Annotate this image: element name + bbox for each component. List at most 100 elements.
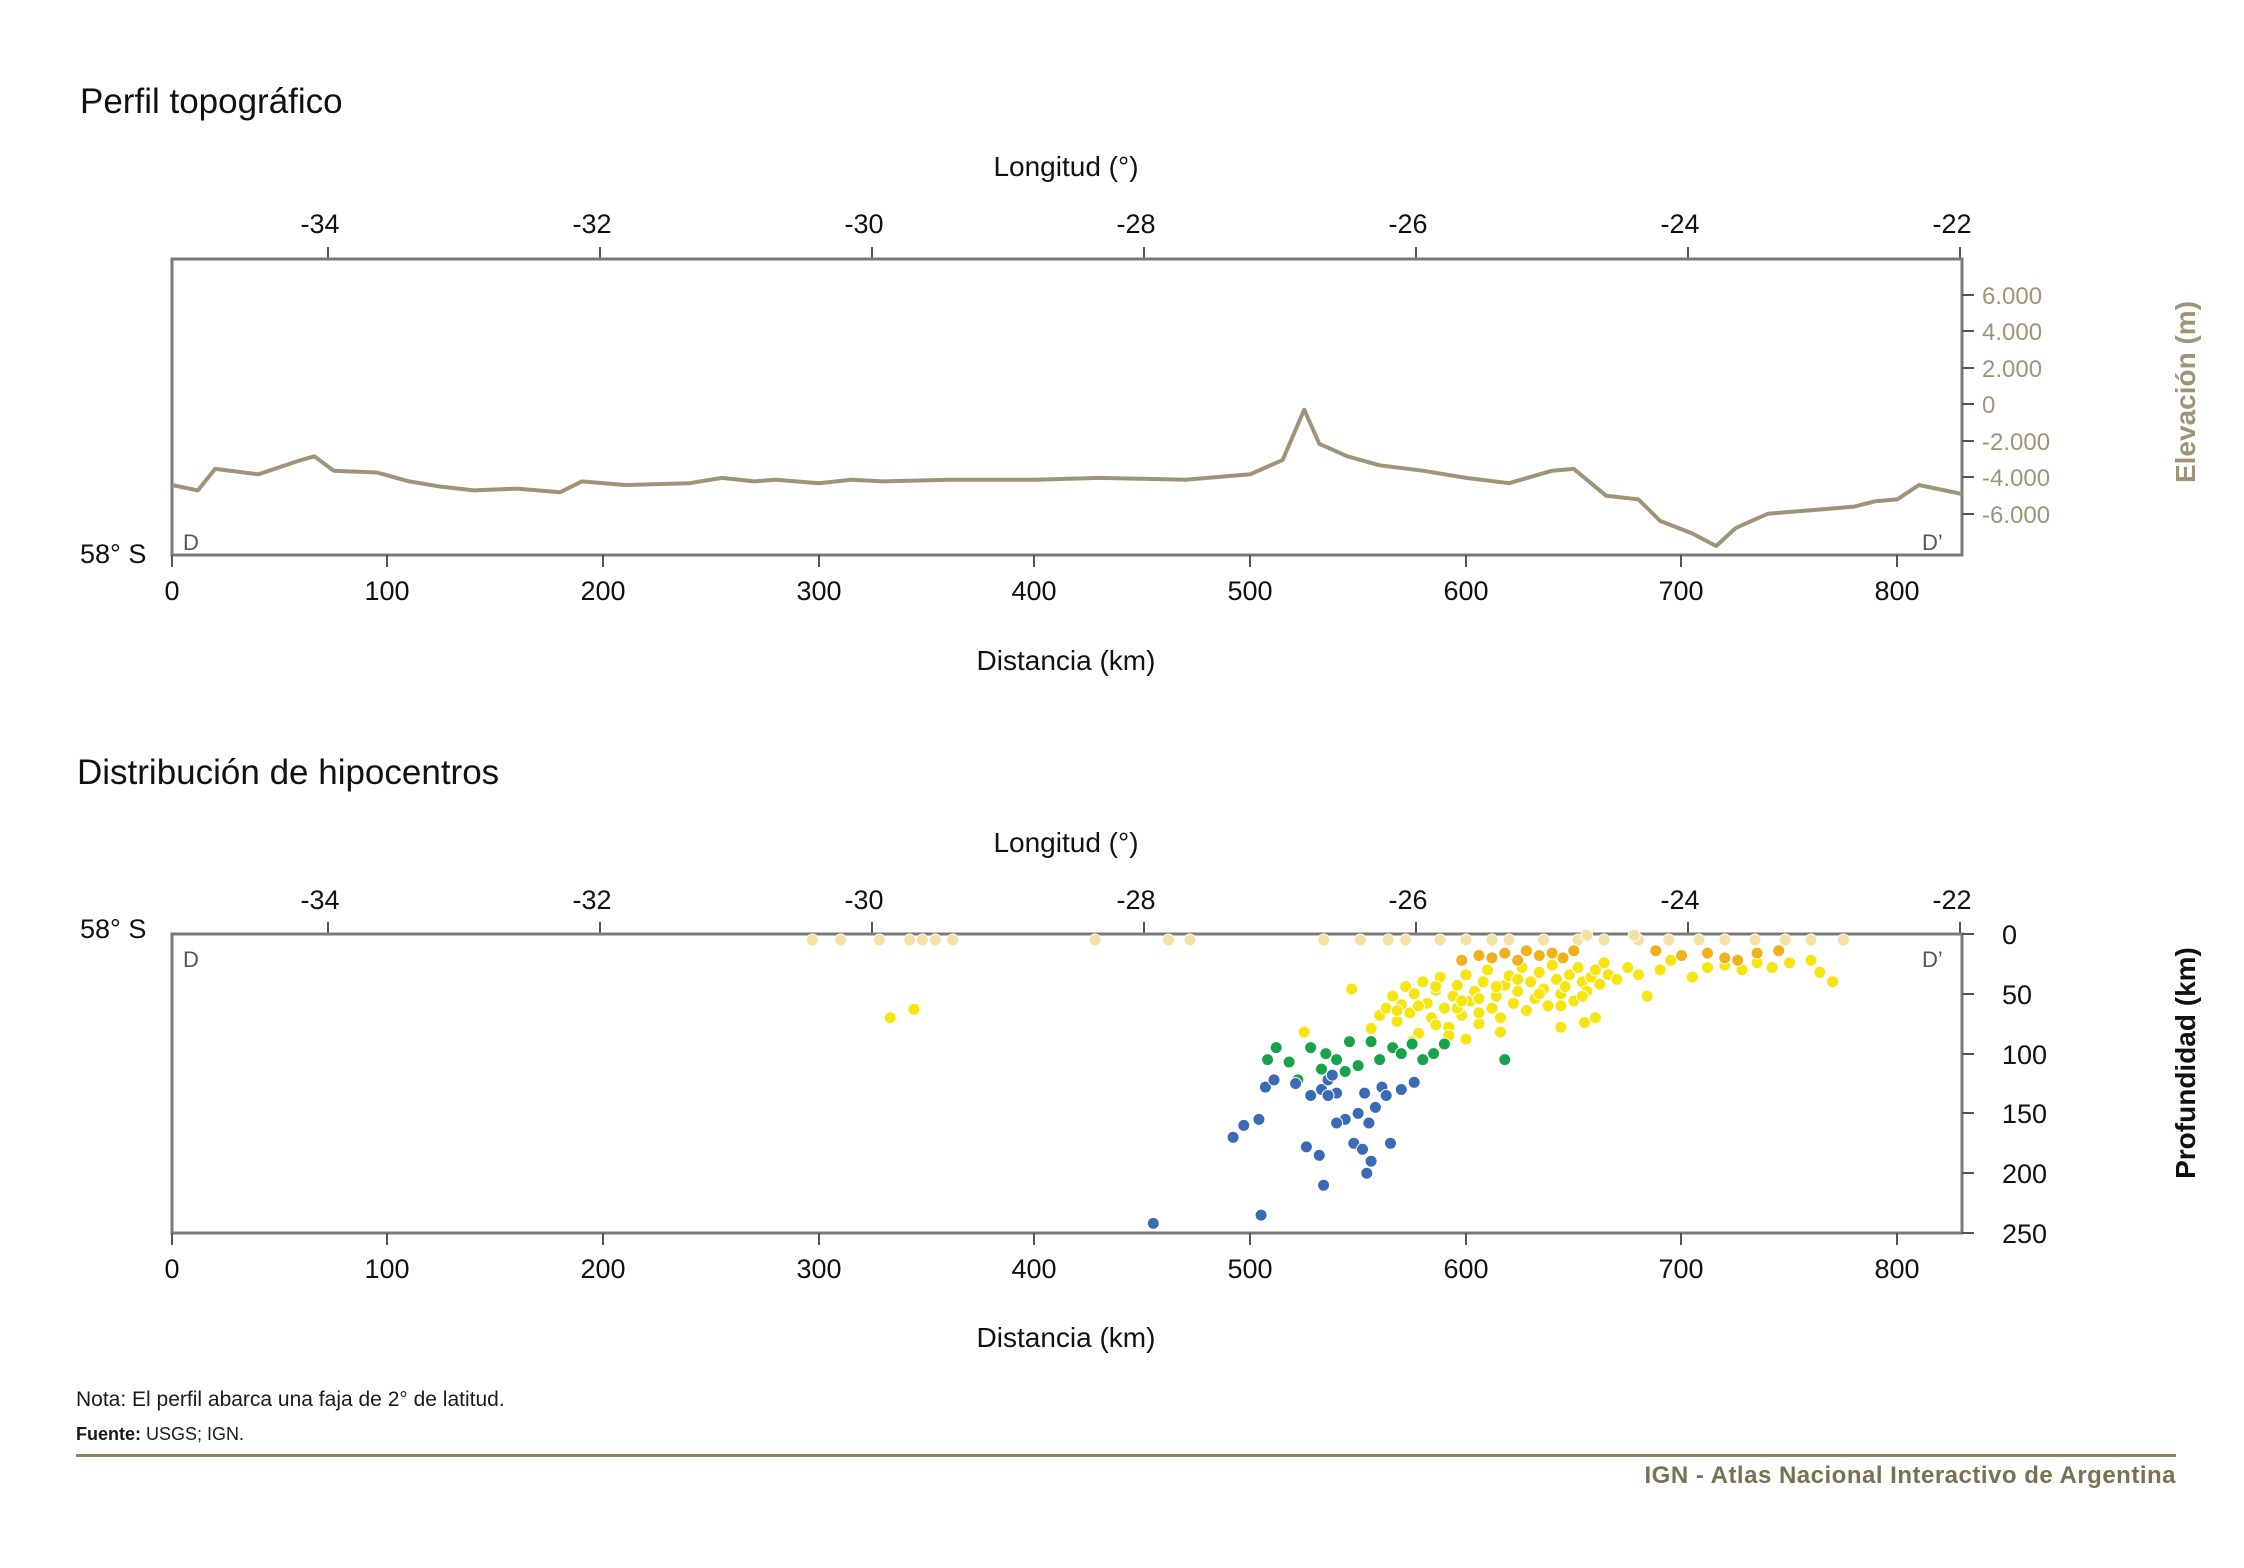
hypocenter-point bbox=[1532, 965, 1546, 979]
hypocenter-point bbox=[1498, 946, 1512, 960]
hypo-depth-tick: 250 bbox=[2002, 1219, 2047, 1249]
hypocenter-point bbox=[834, 933, 848, 947]
hypocenter-point bbox=[1269, 1041, 1283, 1055]
hypocenter-point bbox=[1373, 1053, 1387, 1067]
hypocenter-point bbox=[1321, 1089, 1335, 1102]
hypocenter-point bbox=[1455, 953, 1469, 967]
hypo-points-layer bbox=[806, 928, 1850, 1230]
hypo-top-ticks: -34 -32 -30 -28 -26 -24 -22 bbox=[300, 885, 1971, 915]
hypocenter-point bbox=[1804, 933, 1818, 947]
topo-bottom-tick: 200 bbox=[580, 576, 625, 606]
hypocenter-point bbox=[1485, 1001, 1499, 1015]
topo-right-ticks: 6.000 4.000 2.000 0 -2.000 -4.000 -6.000 bbox=[1982, 283, 2050, 529]
hypocenter-point bbox=[1343, 1035, 1356, 1049]
hypocenter-point bbox=[1338, 1065, 1352, 1078]
hypocenter-point bbox=[1319, 1047, 1333, 1061]
hypocenter-point bbox=[1472, 1006, 1486, 1020]
hypo-depth-tick: 0 bbox=[2002, 920, 2017, 950]
hypocenter-point bbox=[1701, 946, 1714, 960]
hypocenter-point bbox=[946, 933, 960, 947]
hypocenter-point bbox=[1765, 961, 1779, 974]
hypocenter-point bbox=[1489, 980, 1503, 994]
hypocenter-point bbox=[1511, 953, 1525, 967]
hypo-panel: Distribución de hipocentros Longitud (°)… bbox=[77, 753, 2201, 1353]
hypocenter-point bbox=[1394, 1083, 1408, 1096]
hypocenter-point bbox=[1399, 980, 1413, 994]
hypocenter-point bbox=[1351, 1059, 1365, 1073]
hypocenter-point bbox=[1345, 982, 1359, 996]
hypocenter-point bbox=[1511, 984, 1525, 998]
note-text: Nota: El perfil abarca una faja de 2° de… bbox=[76, 1388, 505, 1411]
source-text: USGS; IGN. bbox=[141, 1424, 245, 1444]
hypocenter-point bbox=[1252, 1112, 1266, 1126]
hypocenter-point bbox=[1718, 933, 1732, 947]
hypocenter-point bbox=[1556, 951, 1570, 965]
hypocenter-point bbox=[1653, 963, 1667, 977]
topo-plot-frame bbox=[170, 257, 1964, 557]
hypocenter-point bbox=[1718, 951, 1732, 965]
hypocenter-point bbox=[1826, 975, 1840, 989]
hypocenter-point bbox=[907, 1002, 921, 1016]
hypo-top-tick: -26 bbox=[1388, 885, 1427, 915]
hypocenter-point bbox=[1485, 933, 1499, 947]
hypocenter-point bbox=[1289, 1077, 1303, 1090]
hypocenter-point bbox=[1675, 949, 1689, 962]
hypocenter-point bbox=[1554, 999, 1568, 1013]
hypocenter-point bbox=[1360, 1166, 1374, 1180]
hypocenter-point bbox=[1364, 1154, 1378, 1168]
credit-text: IGN - Atlas Nacional Interactivo de Arge… bbox=[1644, 1462, 2176, 1489]
hypocenter-point bbox=[1437, 1037, 1451, 1051]
hypocenter-point bbox=[1459, 1032, 1473, 1046]
hypocenter-point bbox=[903, 933, 917, 947]
hypo-top-tick: -30 bbox=[844, 885, 883, 915]
hypocenter-point bbox=[1394, 1047, 1408, 1061]
hypocenter-point bbox=[1368, 1100, 1382, 1114]
hypo-title: Distribución de hipocentros bbox=[77, 753, 499, 792]
hypocenter-point bbox=[1416, 1053, 1430, 1067]
hypocenter-point bbox=[1532, 987, 1546, 1001]
hypo-top-tick: -28 bbox=[1116, 885, 1155, 915]
hypo-top-tick: -24 bbox=[1660, 885, 1699, 915]
hypocenter-point bbox=[1429, 1018, 1443, 1032]
hypocenter-point bbox=[1386, 989, 1400, 1003]
hypocenter-point bbox=[1692, 933, 1706, 947]
hypocenter-point bbox=[1315, 1062, 1328, 1076]
hypocenter-point bbox=[1498, 1053, 1512, 1067]
hypocenter-point bbox=[1485, 951, 1499, 965]
hypocenter-point bbox=[1632, 968, 1645, 982]
topo-bottom-ticks: 0 100 200 300 400 500 600 700 800 bbox=[164, 576, 1919, 606]
hypocenter-point bbox=[1364, 1035, 1378, 1049]
topo-top-tick: -32 bbox=[572, 209, 611, 239]
topo-top-tick: -22 bbox=[1932, 209, 1971, 239]
hypocenter-point bbox=[1701, 961, 1714, 974]
hypocenter-point bbox=[1364, 1022, 1378, 1035]
hypo-bottom-ticks: 0 100 200 300 400 500 600 700 800 bbox=[164, 1254, 1919, 1284]
hypocenter-point bbox=[1563, 968, 1576, 982]
hypocenter-point bbox=[1640, 989, 1654, 1003]
elevation-profile-line bbox=[171, 407, 1963, 548]
hypocenter-point bbox=[1685, 970, 1699, 984]
hypocenter-point bbox=[1588, 1011, 1602, 1025]
topo-elev-tick: 6.000 bbox=[1982, 283, 2042, 310]
hypocenter-point bbox=[1502, 933, 1516, 947]
hypocenter-point bbox=[1412, 999, 1425, 1013]
hypo-bottom-tick: 700 bbox=[1658, 1254, 1703, 1284]
hypocenter-point bbox=[1783, 956, 1796, 970]
hypo-depth-tick: 50 bbox=[2002, 980, 2032, 1010]
hypocenter-point bbox=[1379, 1001, 1393, 1015]
hypocenter-point bbox=[1312, 1148, 1326, 1162]
topo-top-tick: -26 bbox=[1388, 209, 1427, 239]
hypocenter-point bbox=[1304, 1089, 1318, 1102]
hypocenter-point bbox=[1494, 1011, 1507, 1025]
topo-latitude-label: 58° S bbox=[80, 539, 146, 569]
hypocenter-point bbox=[1390, 1014, 1404, 1028]
hypocenter-point bbox=[1358, 1086, 1372, 1100]
hypo-point-start: D bbox=[183, 947, 199, 972]
hypocenter-point bbox=[1297, 1025, 1311, 1039]
hypo-bottom-tick: 100 bbox=[364, 1254, 409, 1284]
hypo-depth-tick: 200 bbox=[2002, 1159, 2047, 1189]
hypocenter-point bbox=[1351, 1106, 1365, 1120]
hypocenter-point bbox=[1267, 1073, 1281, 1087]
topo-top-axis-label: Longitud (°) bbox=[993, 151, 1138, 182]
topo-bottom-axis-label: Distancia (km) bbox=[977, 645, 1156, 676]
